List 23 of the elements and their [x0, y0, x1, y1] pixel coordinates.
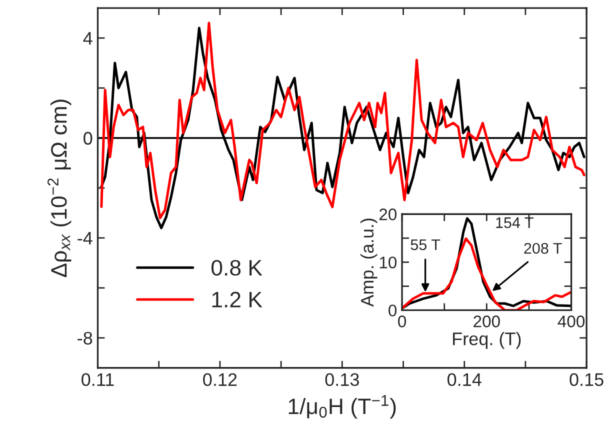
y-tick-label: 4 [83, 32, 92, 45]
x-tick-label: 0.14 [447, 373, 482, 386]
x-axis-title: 1/μ$_{0}$H (T$^{−1}$) [288, 395, 396, 419]
x-tick-label: 200 [474, 316, 500, 328]
y-axis-title: Amp. (a.u.) [360, 218, 378, 307]
y-tick-label: 0 [388, 304, 397, 316]
x-tick-label: 0 [398, 316, 406, 328]
x-tick-label: 0.13 [325, 373, 359, 386]
y-axis-title: Δρ$_{xx}$ (10$^{−2}$ μΩ cm) [48, 100, 72, 278]
x-tick-label: 0.15 [570, 373, 604, 386]
y-tick-label: 0 [84, 132, 92, 145]
x-tick-label: 0.11 [82, 373, 114, 386]
y-tick-label: -8 [78, 332, 92, 345]
annotation: 208 T [524, 242, 562, 254]
x-tick-label: 400 [558, 316, 585, 328]
y-tick-label: 20 [379, 208, 397, 220]
x-tick-label: 0.12 [203, 373, 237, 386]
y-tick-label: -4 [78, 232, 92, 244]
y-tick-label: 10 [380, 256, 397, 268]
annotation: 55 T [410, 239, 440, 250]
x-axis-title: Freq. (T) [453, 332, 521, 349]
legend-label: 0.8 K [212, 260, 262, 276]
legend-label: 1.2 K [212, 292, 262, 308]
